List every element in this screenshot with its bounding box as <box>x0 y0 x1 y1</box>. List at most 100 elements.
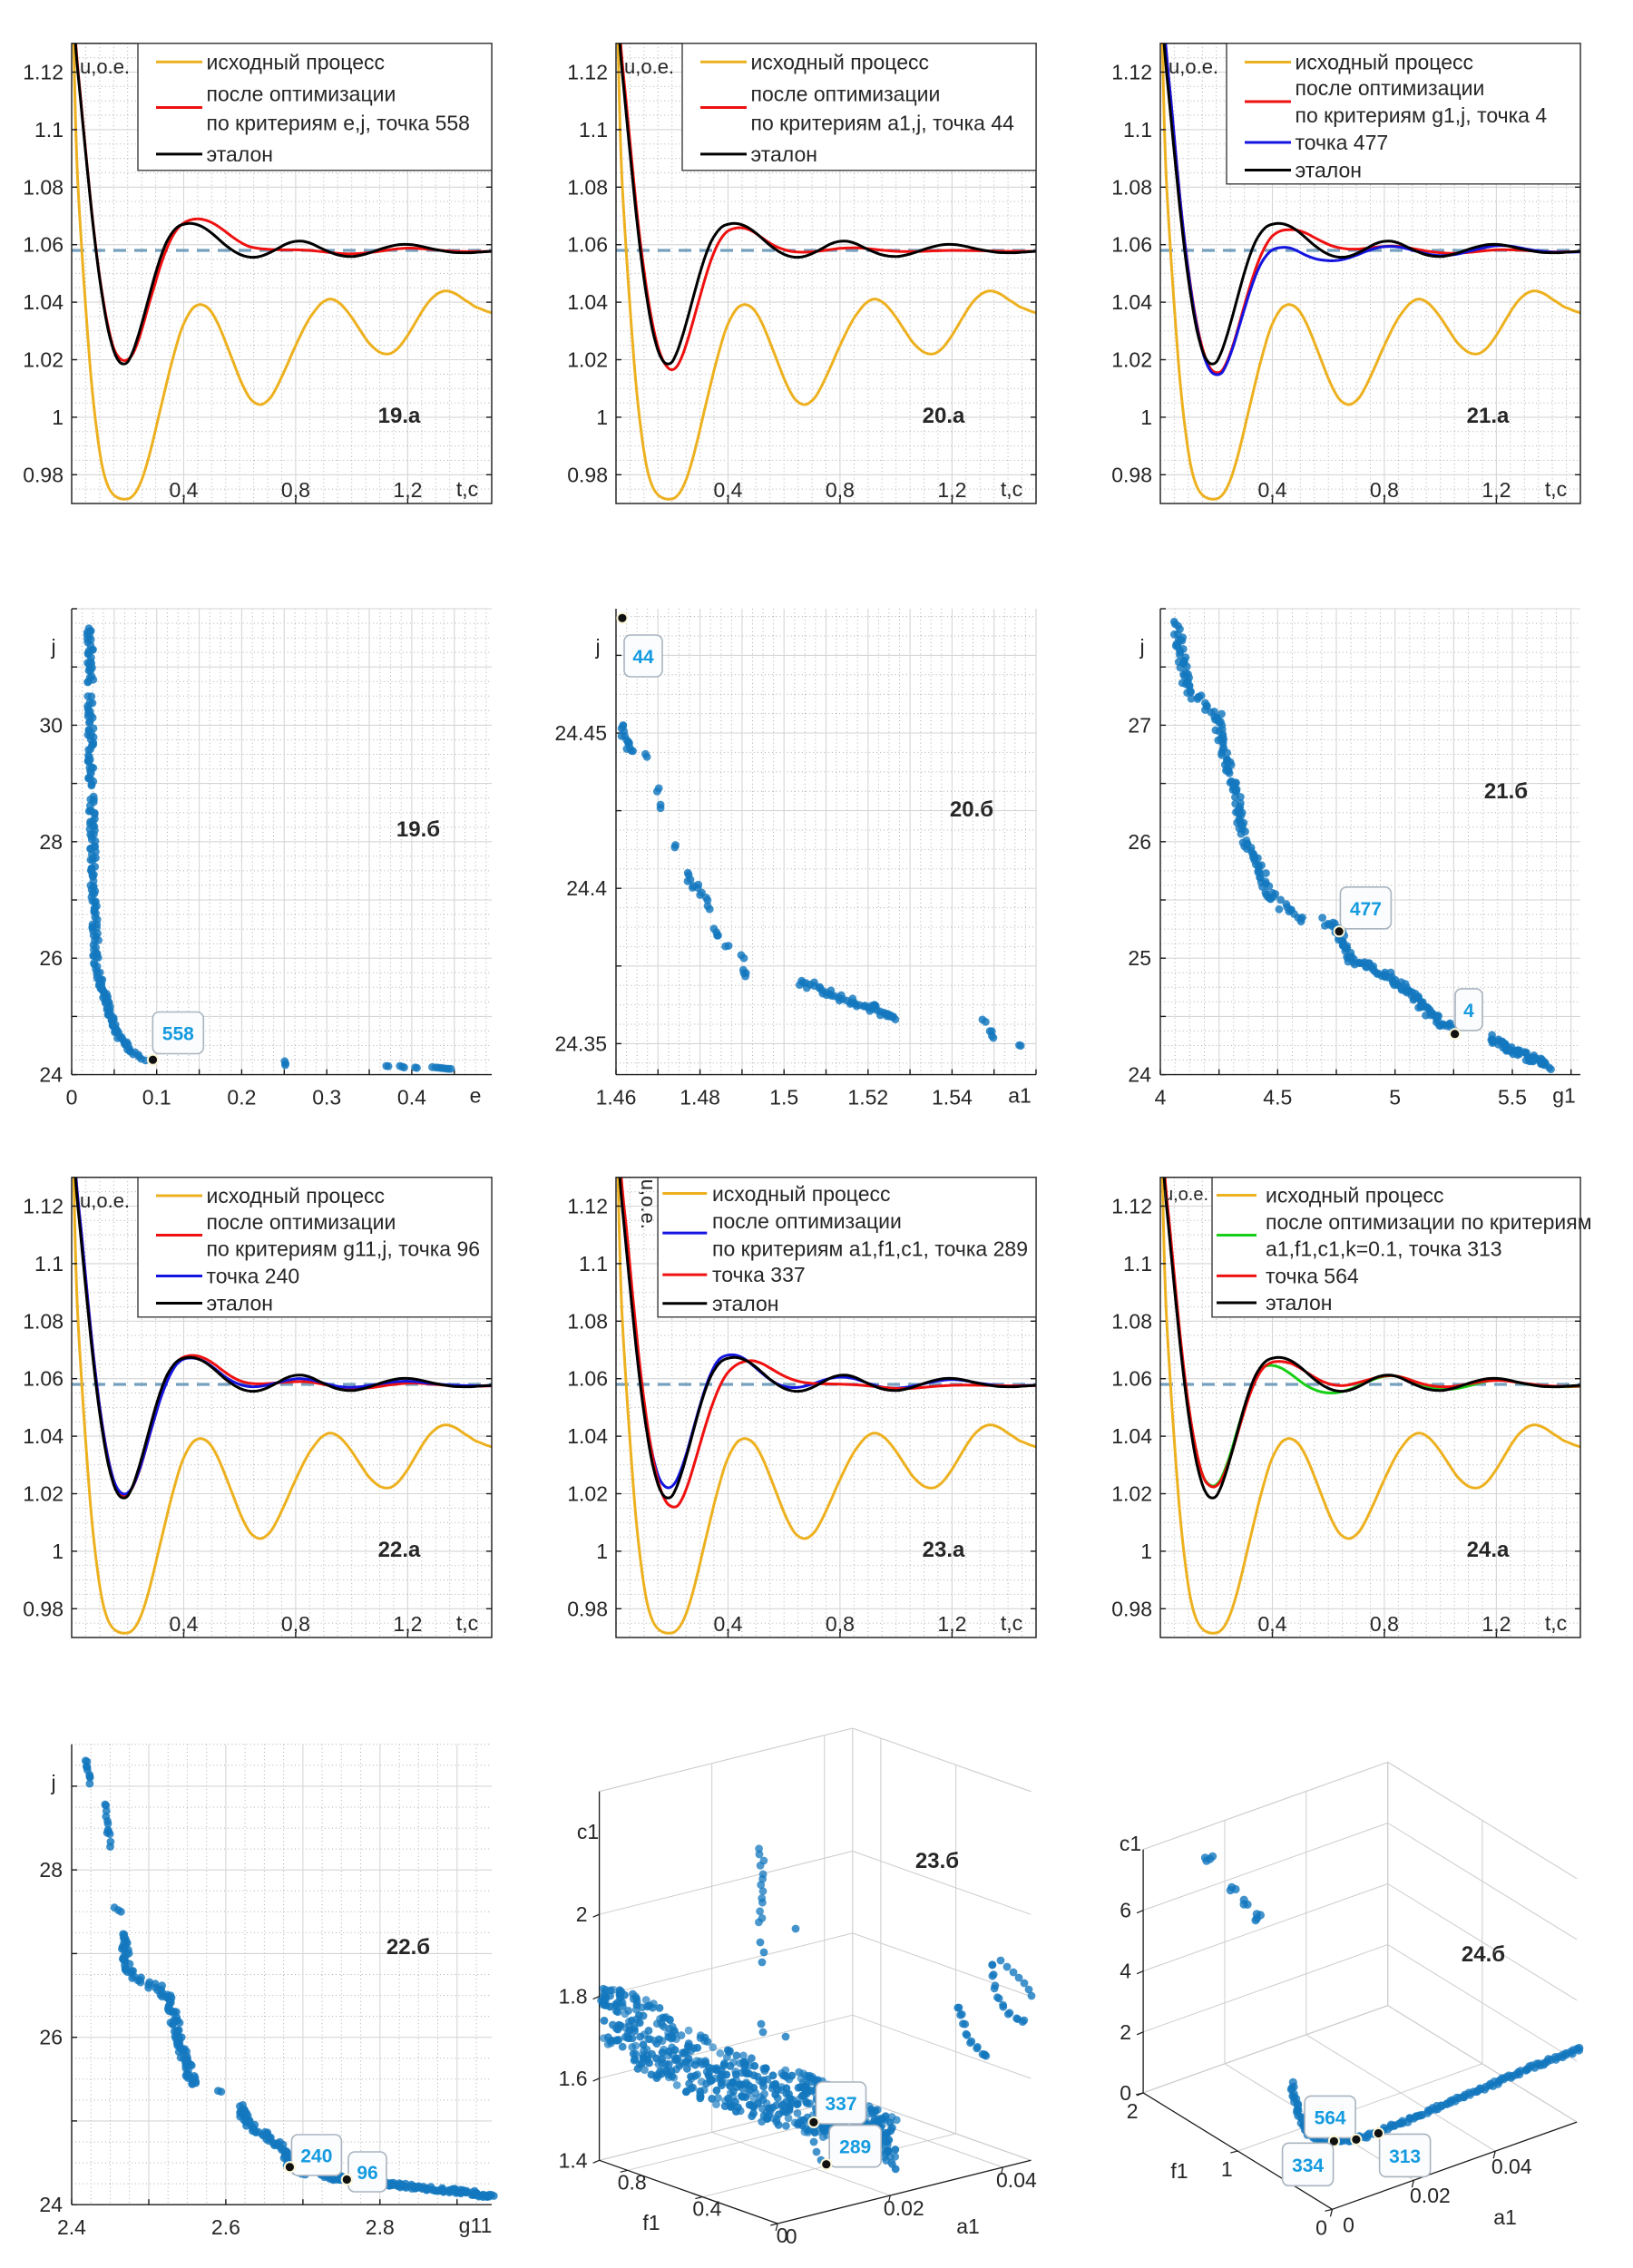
svg-text:0,8: 0,8 <box>281 478 310 502</box>
svg-text:6: 6 <box>1120 1899 1131 1922</box>
svg-text:0: 0 <box>1315 2215 1327 2239</box>
svg-text:исходный процесс: исходный процесс <box>207 1184 386 1207</box>
svg-text:1.04: 1.04 <box>23 290 64 314</box>
svg-text:1.08: 1.08 <box>23 1309 64 1333</box>
svg-text:после оптимизации: после оптимизации <box>751 82 941 105</box>
svg-text:24: 24 <box>1128 1063 1151 1087</box>
svg-text:0,4: 0,4 <box>714 1612 743 1636</box>
svg-text:1.08: 1.08 <box>1111 175 1152 199</box>
svg-text:0,4: 0,4 <box>1258 1612 1287 1636</box>
svg-text:0,8: 0,8 <box>281 1612 310 1636</box>
svg-text:24: 24 <box>39 1063 63 1087</box>
svg-text:4: 4 <box>1155 1086 1167 1110</box>
svg-text:эталон: эталон <box>207 1292 273 1315</box>
svg-text:1.1: 1.1 <box>579 118 608 142</box>
svg-text:24: 24 <box>39 2193 63 2216</box>
svg-text:точка 337: точка 337 <box>712 1263 806 1286</box>
svg-text:24.4: 24.4 <box>566 876 607 900</box>
svg-text:0.8: 0.8 <box>618 2170 647 2194</box>
svg-text:эталон: эталон <box>712 1292 778 1315</box>
svg-text:23.б: 23.б <box>915 1849 959 1873</box>
svg-text:1: 1 <box>52 1540 64 1563</box>
svg-text:после оптимизации: после оптимизации <box>1296 76 1485 100</box>
svg-text:23.a: 23.a <box>923 1538 965 1562</box>
svg-text:c1: c1 <box>577 1820 599 1843</box>
svg-text:e: e <box>470 1084 482 1108</box>
svg-text:289: 289 <box>839 2137 871 2158</box>
svg-text:313: 313 <box>1389 2146 1421 2167</box>
svg-text:1,2: 1,2 <box>1481 1612 1511 1636</box>
svg-text:после оптимизации: после оптимизации <box>207 1210 396 1234</box>
svg-text:j: j <box>50 635 55 659</box>
svg-text:a1,f1,c1,k=0.1, точка 313: a1,f1,c1,k=0.1, точка 313 <box>1266 1237 1502 1260</box>
svg-text:0.98: 0.98 <box>1111 463 1152 486</box>
svg-text:g11: g11 <box>459 2214 493 2237</box>
svg-text:исходный процесс: исходный процесс <box>1296 51 1474 74</box>
svg-text:j: j <box>1139 635 1144 659</box>
svg-text:j: j <box>594 635 600 659</box>
svg-text:1.02: 1.02 <box>23 348 64 372</box>
svg-text:0,4: 0,4 <box>170 478 199 502</box>
svg-text:0.02: 0.02 <box>1410 2184 1451 2207</box>
svg-text:исходный процесс: исходный процесс <box>207 50 386 73</box>
svg-text:1,2: 1,2 <box>937 1612 966 1636</box>
svg-text:25: 25 <box>1128 946 1151 970</box>
svg-text:1.48: 1.48 <box>680 1086 720 1110</box>
svg-text:19.a: 19.a <box>378 404 421 428</box>
svg-text:19.б: 19.б <box>396 817 440 842</box>
svg-text:22.a: 22.a <box>378 1538 421 1562</box>
svg-text:эталон: эталон <box>751 142 817 166</box>
svg-text:u,o.e.: u,o.e. <box>1163 1185 1208 1205</box>
svg-text:5.5: 5.5 <box>1498 1086 1527 1110</box>
svg-text:1: 1 <box>52 406 64 429</box>
svg-text:96: 96 <box>357 2163 377 2184</box>
svg-text:2.8: 2.8 <box>366 2215 395 2239</box>
svg-text:24.б: 24.б <box>1462 1942 1505 1967</box>
svg-text:2.4: 2.4 <box>57 2215 86 2239</box>
svg-text:t,c: t,c <box>1001 1611 1022 1635</box>
svg-text:0,4: 0,4 <box>714 478 743 502</box>
svg-text:1.12: 1.12 <box>23 1195 64 1218</box>
svg-text:1.1: 1.1 <box>1123 118 1152 142</box>
svg-text:исходный процесс: исходный процесс <box>1266 1184 1444 1207</box>
svg-text:0: 0 <box>66 1086 78 1110</box>
svg-text:0.02: 0.02 <box>884 2196 924 2220</box>
svg-text:a1: a1 <box>1008 1084 1032 1108</box>
svg-text:g1: g1 <box>1552 1084 1576 1108</box>
svg-text:a1: a1 <box>956 2214 980 2238</box>
svg-text:0.2: 0.2 <box>227 1086 256 1110</box>
svg-text:0,8: 0,8 <box>1370 478 1399 502</box>
svg-text:a1: a1 <box>1493 2205 1517 2229</box>
svg-text:1.06: 1.06 <box>567 1367 608 1391</box>
svg-text:1.06: 1.06 <box>1111 233 1152 257</box>
svg-text:0.04: 0.04 <box>996 2168 1037 2192</box>
svg-text:28: 28 <box>39 1858 63 1882</box>
svg-text:точка 564: точка 564 <box>1266 1264 1359 1287</box>
svg-text:0,4: 0,4 <box>1258 478 1287 502</box>
svg-text:27: 27 <box>1128 713 1151 737</box>
svg-text:по критериям g1,j, точка 4: по критериям g1,j, точка 4 <box>1296 103 1548 127</box>
svg-text:1,2: 1,2 <box>393 1612 422 1636</box>
svg-text:1.46: 1.46 <box>596 1086 637 1110</box>
svg-text:20.a: 20.a <box>923 404 965 428</box>
svg-text:1,2: 1,2 <box>937 478 966 502</box>
svg-text:2: 2 <box>1127 2099 1139 2123</box>
svg-text:эталон: эталон <box>1296 159 1362 182</box>
svg-text:по критериям e,j, точка 558: по критериям e,j, точка 558 <box>207 112 470 135</box>
svg-text:1.12: 1.12 <box>1111 1195 1152 1218</box>
svg-text:исходный процесс: исходный процесс <box>751 50 930 73</box>
svg-text:1.08: 1.08 <box>1111 1309 1152 1333</box>
svg-text:4.5: 4.5 <box>1263 1086 1292 1110</box>
svg-text:1.8: 1.8 <box>559 1985 588 2009</box>
svg-text:по критериям g11,j, точка 96: по критериям g11,j, точка 96 <box>207 1237 481 1260</box>
svg-text:0.98: 0.98 <box>23 1597 64 1620</box>
svg-text:эталон: эталон <box>1266 1291 1332 1315</box>
svg-text:исходный процесс: исходный процесс <box>712 1182 891 1206</box>
svg-text:4: 4 <box>1463 1001 1474 1022</box>
svg-text:1,2: 1,2 <box>393 478 422 502</box>
svg-text:1,2: 1,2 <box>1481 478 1511 502</box>
svg-text:после оптимизации: после оптимизации <box>207 82 396 105</box>
svg-text:0,8: 0,8 <box>826 478 855 502</box>
svg-text:после оптимизации: после оптимизации <box>712 1209 902 1233</box>
svg-text:30: 30 <box>39 713 63 737</box>
